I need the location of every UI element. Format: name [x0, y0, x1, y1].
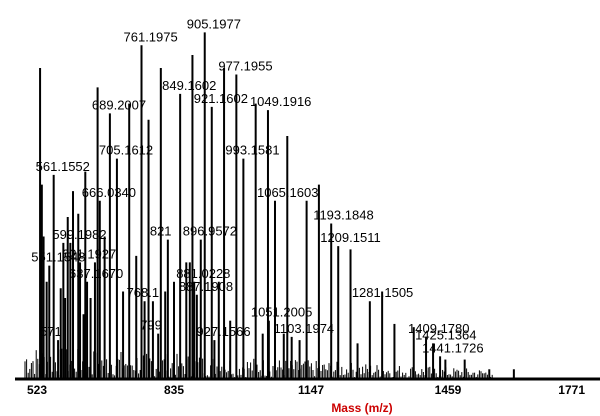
peak-label: 977.1955	[218, 58, 272, 73]
peak-label: 689.2007	[92, 97, 146, 112]
baseline-noise	[24, 348, 493, 379]
x-tick-label: 523	[27, 383, 47, 397]
spectrum-sticks	[39, 32, 515, 379]
x-axis-ticks: 523 835 1147 1459 1771	[27, 383, 585, 397]
peak-label: 849.1602	[162, 78, 216, 93]
peak-label: 1193.1848	[313, 207, 374, 222]
peak-label: 1051.2005	[251, 305, 312, 320]
peak-label: 993.1581	[225, 143, 279, 158]
peak-label: 561.1552	[36, 159, 90, 174]
peak-label: 896.9572	[183, 224, 237, 239]
peak-label: 551.1548	[31, 250, 85, 265]
x-tick-label: 1771	[558, 383, 585, 397]
peak-label: 1049.1916	[250, 94, 311, 109]
peak-label: 1281.1505	[352, 285, 413, 300]
x-axis-label: Mass (m/z)	[331, 401, 392, 415]
peak-label: 1409.1780	[408, 321, 469, 336]
peak-label: 621.1927	[62, 246, 116, 261]
peak-label: 761.1975	[124, 29, 178, 44]
peak-label: 1209.1511	[320, 230, 381, 245]
peak-label: 571	[40, 324, 62, 339]
peak-label: 1441.1726	[422, 340, 483, 355]
x-tick-label: 1459	[435, 383, 462, 397]
peak-label: 881.0228	[176, 266, 230, 281]
x-tick-label: 835	[164, 383, 184, 397]
peak-label: 768.1	[127, 285, 160, 300]
peak-label: 927.1566	[196, 324, 250, 339]
peak-label: 799	[140, 318, 162, 333]
peak-label: 637.1670	[69, 266, 123, 281]
x-tick-label: 1147	[298, 383, 324, 397]
peak-label: 705.1612	[99, 143, 153, 158]
peak-label: 921.1602	[194, 91, 248, 106]
peak-label: 821	[150, 224, 172, 239]
peak-label: 599.1982	[52, 227, 106, 242]
peak-label: 1065.1603	[257, 185, 318, 200]
peak-label: 666.0340	[82, 185, 136, 200]
peak-label: 905.1977	[187, 16, 241, 31]
peak-labels: 551.1548 561.1552 571 599.1982 621.1927 637.1…	[31, 16, 483, 355]
peak-label: 1425.1364	[415, 327, 476, 342]
peak-label: 1103.1974	[274, 321, 335, 336]
peak-label: 887.1908	[179, 279, 233, 294]
